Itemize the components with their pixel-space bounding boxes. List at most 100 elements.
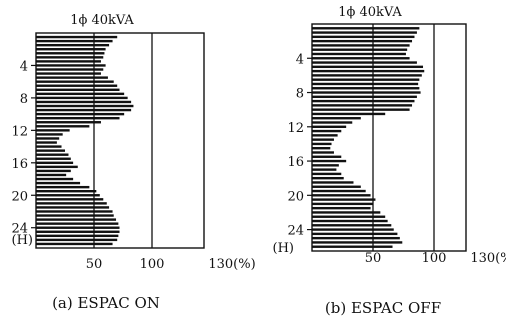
- y-tick-label: 20: [287, 189, 304, 204]
- x-tick-label: 50: [86, 257, 103, 272]
- bar-series: [312, 27, 425, 248]
- bar: [312, 172, 342, 176]
- bar: [312, 168, 337, 171]
- bar: [36, 165, 78, 169]
- bar: [312, 112, 386, 116]
- bar: [36, 100, 132, 104]
- bar: [312, 151, 334, 154]
- bar: [312, 78, 420, 81]
- bar: [36, 92, 125, 96]
- bar: [312, 224, 392, 227]
- bar: [36, 84, 118, 87]
- y-axis-label: (H): [12, 233, 33, 248]
- bar: [36, 157, 71, 160]
- bar: [36, 141, 57, 144]
- y-tick-label: 24: [287, 224, 304, 239]
- bar: [312, 52, 406, 56]
- bar: [312, 74, 422, 77]
- bar: [36, 133, 63, 136]
- bar: [312, 39, 413, 43]
- bar: [312, 117, 361, 120]
- y-tick-label: 16: [11, 157, 28, 172]
- bar: [36, 39, 113, 43]
- x-tick-label: 130(%): [470, 251, 506, 266]
- bar: [312, 35, 415, 39]
- bar: [312, 194, 371, 197]
- bar: [312, 99, 415, 103]
- y-axis-label: (H): [273, 241, 294, 256]
- chart-title: 1ϕ 40kVA: [338, 5, 402, 20]
- bar: [36, 161, 74, 165]
- bar: [36, 242, 113, 246]
- bar: [312, 245, 393, 248]
- bar: [36, 112, 125, 116]
- bar: [312, 121, 353, 124]
- y-tick-label: 12: [287, 121, 304, 136]
- bar: [312, 236, 400, 240]
- bar: [36, 218, 117, 221]
- y-axis-tick-labels: 4 8 12 16 20 24: [11, 59, 36, 237]
- bar: [36, 64, 106, 67]
- bar: [312, 57, 410, 60]
- bar: [36, 214, 114, 217]
- bar: [312, 104, 413, 107]
- y-tick-label: 24: [11, 222, 28, 237]
- y-tick-label: 20: [11, 189, 28, 204]
- bar: [312, 215, 386, 218]
- bar: [36, 125, 90, 128]
- bar: [312, 219, 388, 223]
- bar: [36, 104, 134, 108]
- bar: [312, 232, 398, 236]
- plot-frame: [35, 32, 205, 249]
- x-tick-label: 130(%): [208, 257, 255, 272]
- bar: [312, 176, 344, 180]
- bar: [36, 210, 113, 213]
- bar: [36, 60, 101, 63]
- bar: [312, 108, 410, 111]
- y-tick-label: 4: [20, 59, 28, 74]
- bar: [312, 95, 417, 99]
- bar: [36, 222, 119, 225]
- y-axis-tick-labels: 4 8 12 16 20 24: [287, 52, 312, 239]
- bar: [36, 121, 101, 124]
- y-tick-label: 4: [296, 52, 304, 67]
- bar: [312, 48, 408, 51]
- bar: [312, 61, 417, 64]
- bar: [312, 138, 334, 141]
- bar: [36, 190, 97, 193]
- x-axis-tick-labels: 50 100 130(%): [365, 251, 506, 266]
- x-tick-label: 100: [422, 251, 447, 266]
- bar: [36, 35, 118, 39]
- bar: [312, 228, 394, 231]
- bar: [36, 206, 110, 209]
- bar: [312, 189, 366, 193]
- chart-caption: (a) ESPAC ON: [52, 294, 160, 312]
- bar: [36, 230, 120, 233]
- chart-caption: (b) ESPAC OFF: [325, 299, 441, 317]
- bar: [312, 155, 342, 158]
- bar: [36, 76, 108, 79]
- bar: [312, 159, 347, 163]
- bar: [36, 177, 74, 181]
- bar: [36, 238, 118, 242]
- bar: [36, 194, 100, 197]
- bar: [312, 185, 361, 188]
- bar: [312, 181, 354, 184]
- x-axis-tick-labels: 50 100 130(%): [86, 257, 256, 272]
- bar: [36, 202, 107, 205]
- bar: [312, 134, 338, 137]
- bar: [312, 211, 381, 214]
- y-tick-label: 16: [287, 155, 304, 170]
- bar: [36, 145, 62, 148]
- x-tick-label: 50: [365, 251, 382, 266]
- bar-series: [36, 35, 134, 246]
- bar: [312, 44, 410, 47]
- bar: [312, 198, 376, 201]
- bar: [36, 72, 101, 75]
- bar: [312, 31, 417, 34]
- bar: [312, 202, 373, 206]
- bar: [36, 88, 120, 91]
- bar: [36, 226, 120, 229]
- bar: [312, 27, 420, 30]
- bar: [36, 48, 106, 51]
